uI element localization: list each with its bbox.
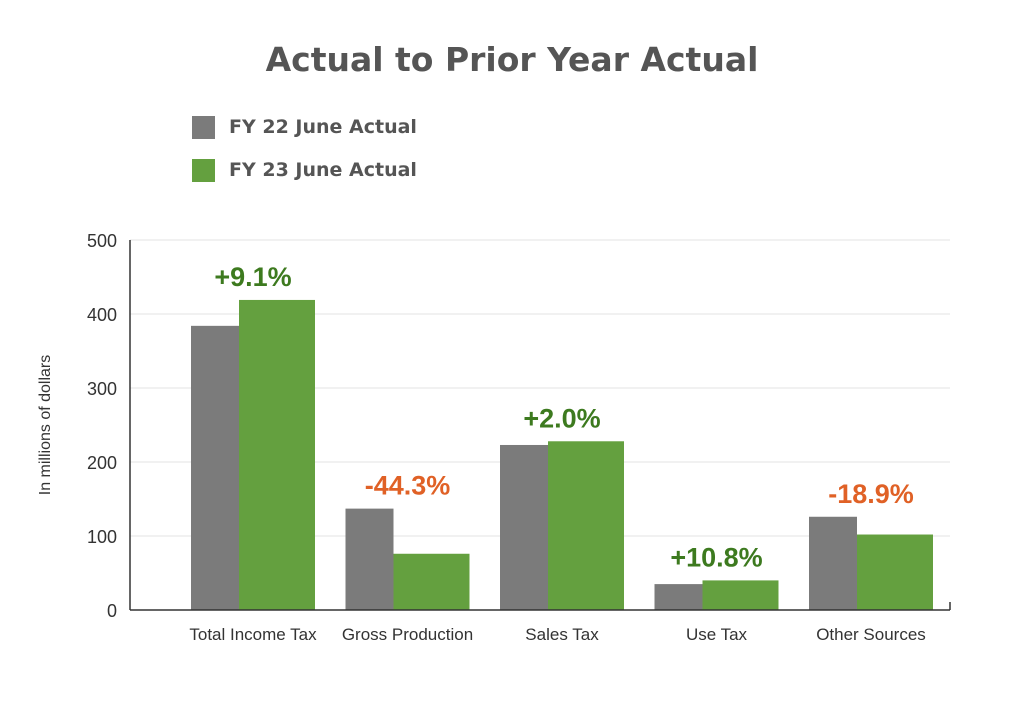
y-tick-label: 0 — [107, 601, 117, 621]
bar-fy23 — [239, 299, 315, 610]
chart-title: Actual to Prior Year Actual — [265, 40, 759, 79]
bar-fy22 — [654, 584, 703, 610]
x-tick-label: Other Sources — [816, 625, 926, 644]
x-tick-label: Use Tax — [686, 625, 748, 644]
bar-fy23 — [857, 534, 933, 610]
x-tick-label: Total Income Tax — [189, 625, 317, 644]
y-tick-label: 400 — [87, 305, 117, 325]
change-percent-label: -44.3% — [365, 471, 451, 501]
legend-label-fy22: FY 22 June Actual — [229, 116, 417, 138]
bar-fy22 — [500, 444, 548, 610]
change-percent-label: +2.0% — [523, 403, 600, 433]
bar-fy22 — [345, 508, 394, 610]
y-axis-title: In millions of dollars — [37, 355, 54, 496]
bar-fy23 — [548, 441, 624, 610]
bar-fy23 — [393, 553, 470, 610]
change-percent-label: +10.8% — [670, 542, 762, 572]
legend-swatch-fy23 — [192, 158, 215, 182]
legend-item-fy23: FY 23 June Actual — [192, 158, 417, 182]
legend-swatch-fy22 — [192, 115, 215, 139]
legend-label-fy23: FY 23 June Actual — [229, 159, 417, 181]
y-tick-label: 100 — [87, 527, 117, 547]
x-tick-label: Gross Production — [342, 625, 473, 644]
change-percent-label: -18.9% — [828, 479, 914, 509]
y-tick-label: 300 — [87, 379, 117, 399]
legend: FY 22 June Actual FY 23 June Actual — [192, 115, 417, 201]
y-tick-label: 200 — [87, 453, 117, 473]
bar-fy23 — [702, 580, 779, 610]
change-percent-label: +9.1% — [214, 262, 291, 292]
x-tick-label: Sales Tax — [525, 625, 599, 644]
bar-fy22 — [809, 516, 857, 610]
y-tick-label: 500 — [87, 231, 117, 251]
bar-fy22 — [191, 325, 239, 610]
legend-item-fy22: FY 22 June Actual — [192, 115, 417, 139]
